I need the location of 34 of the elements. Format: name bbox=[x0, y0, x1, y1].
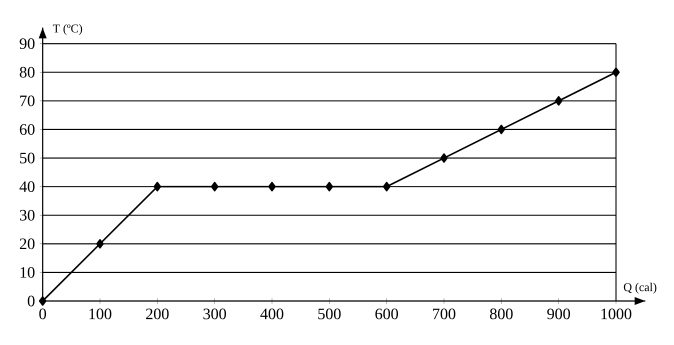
point bbox=[268, 182, 276, 192]
x-tick-label: 200 bbox=[146, 308, 169, 320]
y-tick-label: 10 bbox=[20, 267, 35, 278]
point bbox=[382, 182, 390, 192]
x-axis-title: Q (cal) bbox=[624, 282, 656, 294]
x-tick-label: 1000 bbox=[601, 308, 632, 320]
point bbox=[498, 124, 506, 134]
y-tick-label: 60 bbox=[20, 124, 35, 135]
y-tick-label: 20 bbox=[20, 238, 35, 250]
x-tick-label: 100 bbox=[89, 308, 112, 320]
y-tick-label: 30 bbox=[20, 210, 35, 221]
y-tick-label: 70 bbox=[20, 95, 35, 106]
point bbox=[440, 153, 448, 163]
point bbox=[612, 67, 620, 78]
y-tick-label: 80 bbox=[20, 66, 35, 78]
point bbox=[210, 182, 218, 192]
x-tick-label: 300 bbox=[203, 308, 226, 320]
point bbox=[154, 182, 162, 192]
x-tick-label: 0 bbox=[39, 308, 46, 320]
x-tick-label: 800 bbox=[490, 308, 513, 320]
point bbox=[326, 182, 334, 192]
y-tick-label: 50 bbox=[20, 152, 35, 164]
y-tick-label: 0 bbox=[28, 296, 35, 306]
x-tick-label: 400 bbox=[260, 308, 284, 320]
x-tick-label: 700 bbox=[433, 308, 456, 320]
x-tick-label: 600 bbox=[375, 308, 398, 320]
y-tick-label: 90 bbox=[20, 38, 35, 50]
x-tick-label: 900 bbox=[547, 308, 570, 320]
y-axis-title: T (ºC) bbox=[52, 24, 82, 35]
point bbox=[554, 96, 562, 106]
x-tick-label: 500 bbox=[318, 308, 341, 320]
y-tick-label: 40 bbox=[20, 181, 35, 192]
point bbox=[96, 239, 104, 249]
point bbox=[38, 296, 46, 306]
